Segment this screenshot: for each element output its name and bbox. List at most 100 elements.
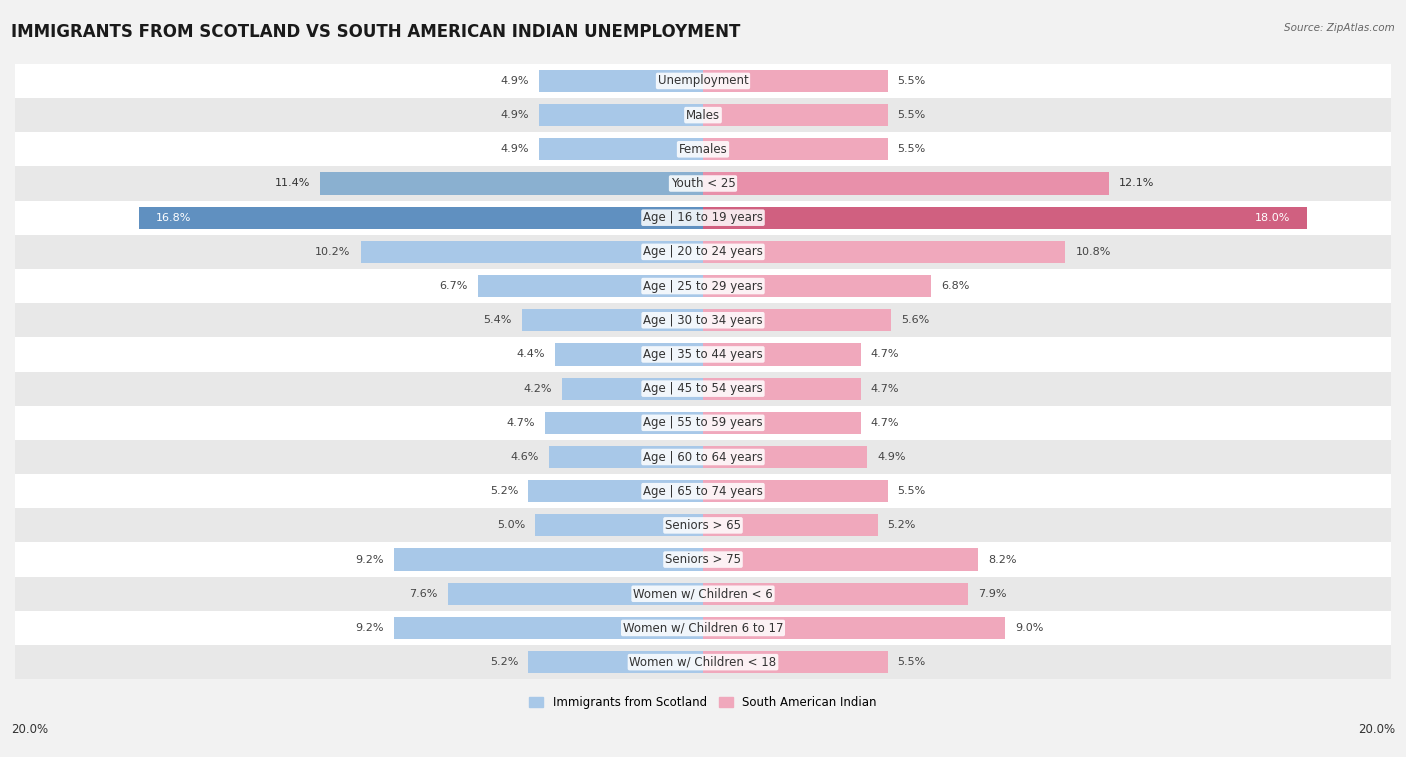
Text: 6.7%: 6.7% [440,281,468,291]
Text: 20.0%: 20.0% [11,723,48,736]
Bar [0,303,1406,338]
Text: Age | 65 to 74 years: Age | 65 to 74 years [643,484,763,497]
Bar [0,577,1406,611]
Text: Age | 35 to 44 years: Age | 35 to 44 years [643,348,763,361]
Text: 4.9%: 4.9% [501,110,529,120]
Text: 4.4%: 4.4% [517,350,546,360]
Bar [0,167,1406,201]
Text: Age | 30 to 34 years: Age | 30 to 34 years [643,313,763,327]
Bar [703,309,891,332]
Bar [0,440,1406,474]
Text: Age | 20 to 24 years: Age | 20 to 24 years [643,245,763,258]
Bar [0,406,1406,440]
Bar [0,338,1406,372]
Bar [529,651,703,673]
Bar [546,412,703,434]
Bar [703,446,868,468]
Text: Age | 45 to 54 years: Age | 45 to 54 years [643,382,763,395]
Text: Source: ZipAtlas.com: Source: ZipAtlas.com [1284,23,1395,33]
Text: 5.5%: 5.5% [897,76,927,86]
Bar [538,104,703,126]
Bar [361,241,703,263]
Text: Age | 25 to 29 years: Age | 25 to 29 years [643,279,763,292]
Bar [522,309,703,332]
Text: 5.5%: 5.5% [897,657,927,667]
Bar [0,269,1406,303]
Text: Males: Males [686,108,720,122]
Bar [548,446,703,468]
Text: 20.0%: 20.0% [1358,723,1395,736]
Bar [703,104,887,126]
Bar [536,514,703,537]
Text: 11.4%: 11.4% [276,179,311,188]
Text: Seniors > 65: Seniors > 65 [665,519,741,532]
Bar [538,70,703,92]
Text: 9.2%: 9.2% [356,555,384,565]
Text: 5.2%: 5.2% [887,520,915,531]
Bar [394,617,703,639]
Text: 7.9%: 7.9% [979,589,1007,599]
Text: 18.0%: 18.0% [1256,213,1291,223]
Text: 5.5%: 5.5% [897,145,927,154]
Text: 4.7%: 4.7% [870,418,900,428]
Bar [703,617,1005,639]
Text: 5.0%: 5.0% [496,520,524,531]
Text: Women w/ Children 6 to 17: Women w/ Children 6 to 17 [623,621,783,634]
Bar [703,344,860,366]
Bar [703,139,887,160]
Bar [703,412,860,434]
Text: 4.9%: 4.9% [501,145,529,154]
Text: 5.6%: 5.6% [901,315,929,326]
Text: 4.7%: 4.7% [506,418,536,428]
Bar [562,378,703,400]
Bar [703,378,860,400]
Bar [0,235,1406,269]
Text: 10.2%: 10.2% [315,247,350,257]
Text: Women w/ Children < 6: Women w/ Children < 6 [633,587,773,600]
Bar [0,474,1406,508]
Text: Age | 16 to 19 years: Age | 16 to 19 years [643,211,763,224]
Bar [0,543,1406,577]
Bar [0,372,1406,406]
Bar [0,132,1406,167]
Text: Age | 60 to 64 years: Age | 60 to 64 years [643,450,763,463]
Bar [478,275,703,298]
Text: 12.1%: 12.1% [1119,179,1154,188]
Legend: Immigrants from Scotland, South American Indian: Immigrants from Scotland, South American… [524,692,882,714]
Text: 4.2%: 4.2% [523,384,553,394]
Text: 5.5%: 5.5% [897,486,927,496]
Bar [394,549,703,571]
Text: 4.9%: 4.9% [877,452,905,462]
Bar [703,514,877,537]
Bar [703,241,1066,263]
Bar [703,207,1308,229]
Bar [0,98,1406,132]
Bar [0,508,1406,543]
Bar [139,207,703,229]
Bar [529,480,703,503]
Text: IMMIGRANTS FROM SCOTLAND VS SOUTH AMERICAN INDIAN UNEMPLOYMENT: IMMIGRANTS FROM SCOTLAND VS SOUTH AMERIC… [11,23,741,41]
Bar [0,64,1406,98]
Text: Women w/ Children < 18: Women w/ Children < 18 [630,656,776,668]
Bar [0,645,1406,679]
Bar [538,139,703,160]
Bar [0,201,1406,235]
Text: Age | 55 to 59 years: Age | 55 to 59 years [643,416,763,429]
Text: 5.2%: 5.2% [491,657,519,667]
Bar [321,173,703,195]
Text: 4.7%: 4.7% [870,384,900,394]
Bar [703,275,931,298]
Text: Seniors > 75: Seniors > 75 [665,553,741,566]
Text: 9.0%: 9.0% [1015,623,1043,633]
Text: 6.8%: 6.8% [941,281,970,291]
Bar [703,549,979,571]
Bar [703,70,887,92]
Text: 10.8%: 10.8% [1076,247,1111,257]
Text: 16.8%: 16.8% [156,213,191,223]
Text: 5.2%: 5.2% [491,486,519,496]
Bar [0,611,1406,645]
Text: 4.7%: 4.7% [870,350,900,360]
Text: 9.2%: 9.2% [356,623,384,633]
Bar [555,344,703,366]
Text: 4.6%: 4.6% [510,452,538,462]
